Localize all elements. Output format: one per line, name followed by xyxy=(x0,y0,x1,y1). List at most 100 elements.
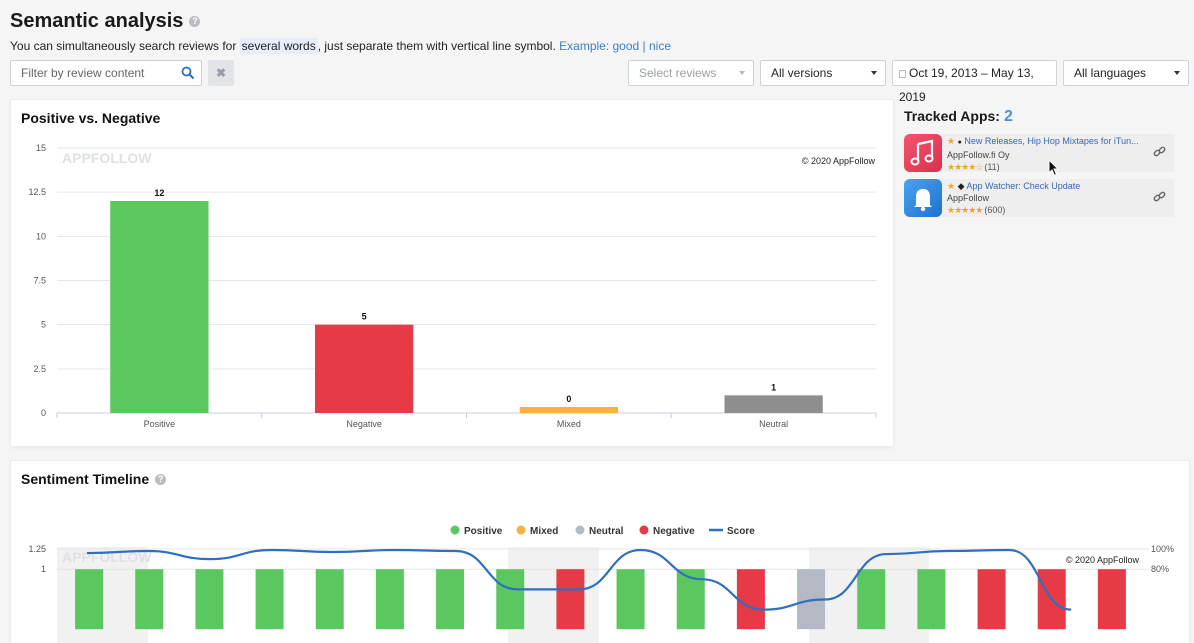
android-icon: ◆ xyxy=(957,181,965,191)
legend-label[interactable]: Mixed xyxy=(530,526,558,537)
timeline-bar-positive[interactable] xyxy=(255,569,284,630)
x-tick-label: Negative xyxy=(346,419,382,429)
subtitle-highlight: several words xyxy=(239,38,318,54)
bar-neutral[interactable] xyxy=(724,395,823,413)
y-tick-label: 12.5 xyxy=(28,187,46,197)
bar-value-label: 12 xyxy=(154,188,164,198)
sentiment-timeline-panel: Sentiment Timeline ? Positive Mixed Neutra… xyxy=(10,460,1190,643)
languages-dropdown[interactable]: All languages xyxy=(1063,60,1189,86)
search-input[interactable] xyxy=(11,61,171,85)
chevron-down-icon xyxy=(1174,71,1180,75)
subtitle-text: You can simultaneously search reviews fo… xyxy=(10,39,240,53)
y-tick-label: 10 xyxy=(36,231,46,241)
y-tick-label: 15 xyxy=(36,143,46,153)
y2-tick-label: 100% xyxy=(1151,544,1174,554)
timeline-bar-positive[interactable] xyxy=(616,569,645,630)
panel-title: Positive vs. Negative xyxy=(21,110,161,126)
tracked-apps-count: 2 xyxy=(1003,108,1013,125)
legend-label[interactable]: Positive xyxy=(464,526,503,537)
sentiment-timeline-chart: Positive Mixed Neutral Negative Score APPFOL… xyxy=(28,525,1174,643)
mouse-cursor-icon xyxy=(1048,159,1060,177)
tracked-apps-title: Tracked Apps: 2 xyxy=(904,108,1176,126)
filter-bar: ✖ Select reviews All versions Oct 19, 20… xyxy=(10,60,1189,104)
chart-credits: © 2020 AppFollow xyxy=(1066,555,1140,565)
app-name-link[interactable]: New Releases, Hip Hop Mixtapes for iTun.… xyxy=(964,136,1139,146)
bar-value-label: 0 xyxy=(566,394,571,404)
timeline-bar-positive[interactable] xyxy=(135,569,164,630)
y-tick-label: 0 xyxy=(41,408,46,418)
score-line xyxy=(86,548,1072,611)
panel-title-text: Sentiment Timeline xyxy=(21,471,150,487)
timeline-bar-negative[interactable] xyxy=(736,569,765,630)
link-icon[interactable] xyxy=(1153,190,1166,203)
review-count: (600) xyxy=(984,205,1006,215)
apple-icon: ● xyxy=(957,139,962,146)
legend-label[interactable]: Negative xyxy=(653,526,695,537)
app-info: ★ ● New Releases, Hip Hop Mixtapes for i… xyxy=(947,135,1140,173)
legend-marker xyxy=(575,525,585,535)
timeline-bar-negative[interactable] xyxy=(1097,569,1126,630)
legend-marker xyxy=(450,525,460,535)
timeline-bar-positive[interactable] xyxy=(857,569,886,630)
versions-dropdown[interactable]: All versions xyxy=(760,60,886,86)
tracked-apps-label: Tracked Apps: xyxy=(904,108,1000,124)
legend-marker xyxy=(639,525,649,535)
timeline-bar-positive[interactable] xyxy=(496,569,525,630)
y2-tick-label: 80% xyxy=(1151,564,1169,574)
app-name-line: ★ ◆ App Watcher: Check Update xyxy=(947,180,1140,192)
favorite-star-icon[interactable]: ★ xyxy=(947,181,956,191)
rating-stars: ★★★★☆ xyxy=(947,162,983,172)
review-count: (11) xyxy=(984,162,1000,172)
legend-label[interactable]: Score xyxy=(727,526,755,537)
help-icon[interactable]: ? xyxy=(155,473,167,485)
app-name-line: ★ ● New Releases, Hip Hop Mixtapes for i… xyxy=(947,135,1140,149)
tracked-app-row[interactable]: ★ ◆ App Watcher: Check Update AppFollow … xyxy=(904,179,1174,217)
languages-label: All languages xyxy=(1074,66,1147,80)
y-tick-label: 2.5 xyxy=(33,364,46,374)
page-subtitle: You can simultaneously search reviews fo… xyxy=(10,38,1184,54)
panel-title: Sentiment Timeline ? xyxy=(21,471,167,487)
search-box xyxy=(10,60,202,86)
legend-label[interactable]: Neutral xyxy=(589,526,624,537)
timeline-bar-positive[interactable] xyxy=(195,569,224,630)
timeline-bar-positive[interactable] xyxy=(436,569,465,630)
timeline-bar-positive[interactable] xyxy=(75,569,104,630)
timeline-bar-positive[interactable] xyxy=(917,569,946,630)
app-rating: ★★★★★ (600) xyxy=(947,204,1140,216)
timeline-bar-positive[interactable] xyxy=(375,569,404,630)
page-header: Semantic analysis ? You can simultaneous… xyxy=(10,8,1184,54)
bar-mixed[interactable] xyxy=(519,407,619,413)
y-tick-label: 1.25 xyxy=(28,544,46,554)
chevron-down-icon xyxy=(739,71,745,75)
clear-button[interactable]: ✖ xyxy=(208,60,234,86)
x-tick-label: Mixed xyxy=(557,419,581,429)
positive-negative-chart: APPFOLLOW © 2020 AppFollow 02.557.51012.… xyxy=(28,143,877,429)
x-tick-label: Neutral xyxy=(759,419,788,429)
timeline-bar-negative[interactable] xyxy=(977,569,1006,630)
help-icon[interactable]: ? xyxy=(189,15,201,27)
chevron-down-icon xyxy=(871,71,877,75)
y-tick-label: 5 xyxy=(41,320,46,330)
app-developer: AppFollow xyxy=(947,193,990,203)
date-range-picker[interactable]: Oct 19, 2013 – May 13, 2019 xyxy=(892,60,1057,104)
app-info: ★ ◆ App Watcher: Check Update AppFollow … xyxy=(947,180,1140,216)
timeline-bar-positive[interactable] xyxy=(315,569,344,630)
bar-positive[interactable] xyxy=(110,201,209,413)
bar-negative[interactable] xyxy=(314,324,414,413)
example-link[interactable]: Example: good | nice xyxy=(559,39,671,53)
select-reviews-dropdown[interactable]: Select reviews xyxy=(628,60,754,86)
x-tick-label: Positive xyxy=(144,419,176,429)
calendar-icon xyxy=(899,70,906,78)
tracked-app-row[interactable]: ★ ● New Releases, Hip Hop Mixtapes for i… xyxy=(904,134,1174,172)
bell-icon xyxy=(904,179,942,217)
chart-watermark: APPFOLLOW xyxy=(62,150,152,166)
link-icon[interactable] xyxy=(1153,145,1166,158)
app-name-link[interactable]: App Watcher: Check Update xyxy=(966,181,1081,191)
bar-value-label: 5 xyxy=(362,312,367,322)
tracked-apps: Tracked Apps: 2 ★ ● New Releases, Hip Hop… xyxy=(904,108,1176,217)
search-icon[interactable] xyxy=(181,66,195,80)
favorite-star-icon[interactable]: ★ xyxy=(947,136,956,146)
timeline-bar-negative[interactable] xyxy=(556,569,585,630)
page-title: Semantic analysis ? xyxy=(10,8,1184,34)
music-note-icon xyxy=(904,134,942,172)
